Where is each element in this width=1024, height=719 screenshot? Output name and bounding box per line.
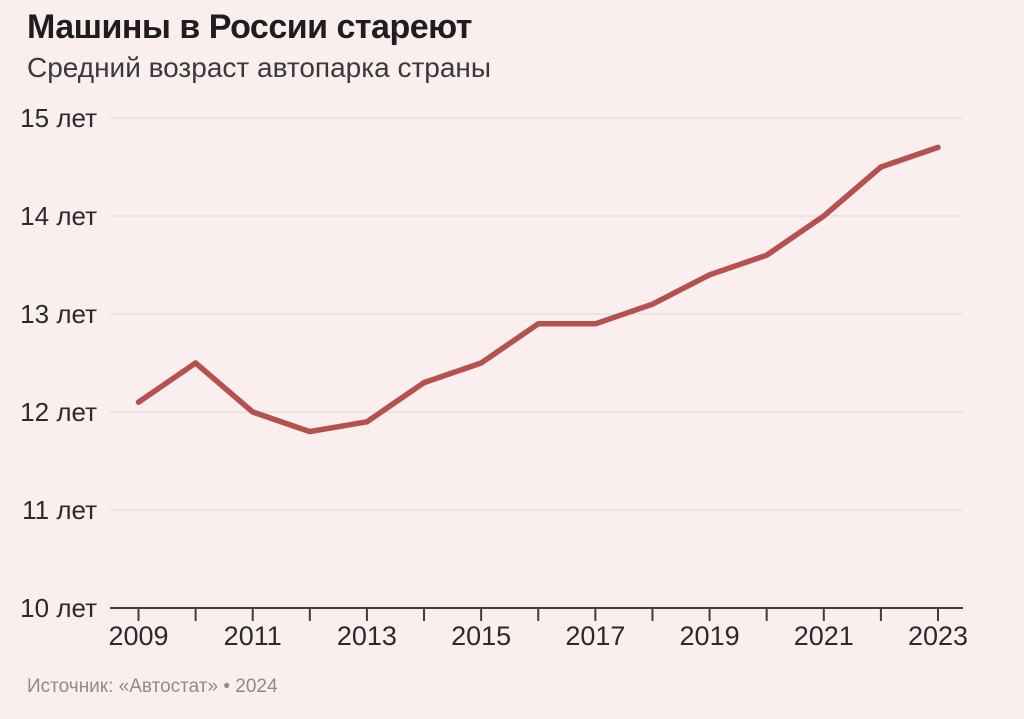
chart-title: Машины в России стареют bbox=[27, 8, 472, 46]
y-tick-label: 10 лет bbox=[20, 593, 97, 623]
source-note: Источник: «Автостат» • 2024 bbox=[27, 676, 278, 697]
x-tick-label: 2011 bbox=[224, 621, 282, 651]
y-tick-label: 14 лет bbox=[20, 201, 97, 231]
y-tick-label: 13 лет bbox=[20, 299, 97, 329]
x-tick-label: 2017 bbox=[565, 621, 625, 651]
chart-subtitle: Средний возраст автопарка страны bbox=[27, 52, 492, 83]
x-tick-label: 2013 bbox=[337, 621, 397, 651]
x-tick-label: 2019 bbox=[680, 621, 740, 651]
x-tick-label: 2015 bbox=[451, 621, 511, 651]
y-tick-label: 11 лет bbox=[22, 495, 97, 525]
y-tick-label: 15 лет bbox=[20, 103, 97, 133]
trend-line bbox=[135, 144, 941, 435]
x-tick-label: 2009 bbox=[108, 621, 168, 651]
x-tick-label: 2023 bbox=[908, 621, 968, 651]
y-tick-label: 12 лет bbox=[20, 397, 97, 427]
x-tick-label: 2021 bbox=[794, 621, 854, 651]
